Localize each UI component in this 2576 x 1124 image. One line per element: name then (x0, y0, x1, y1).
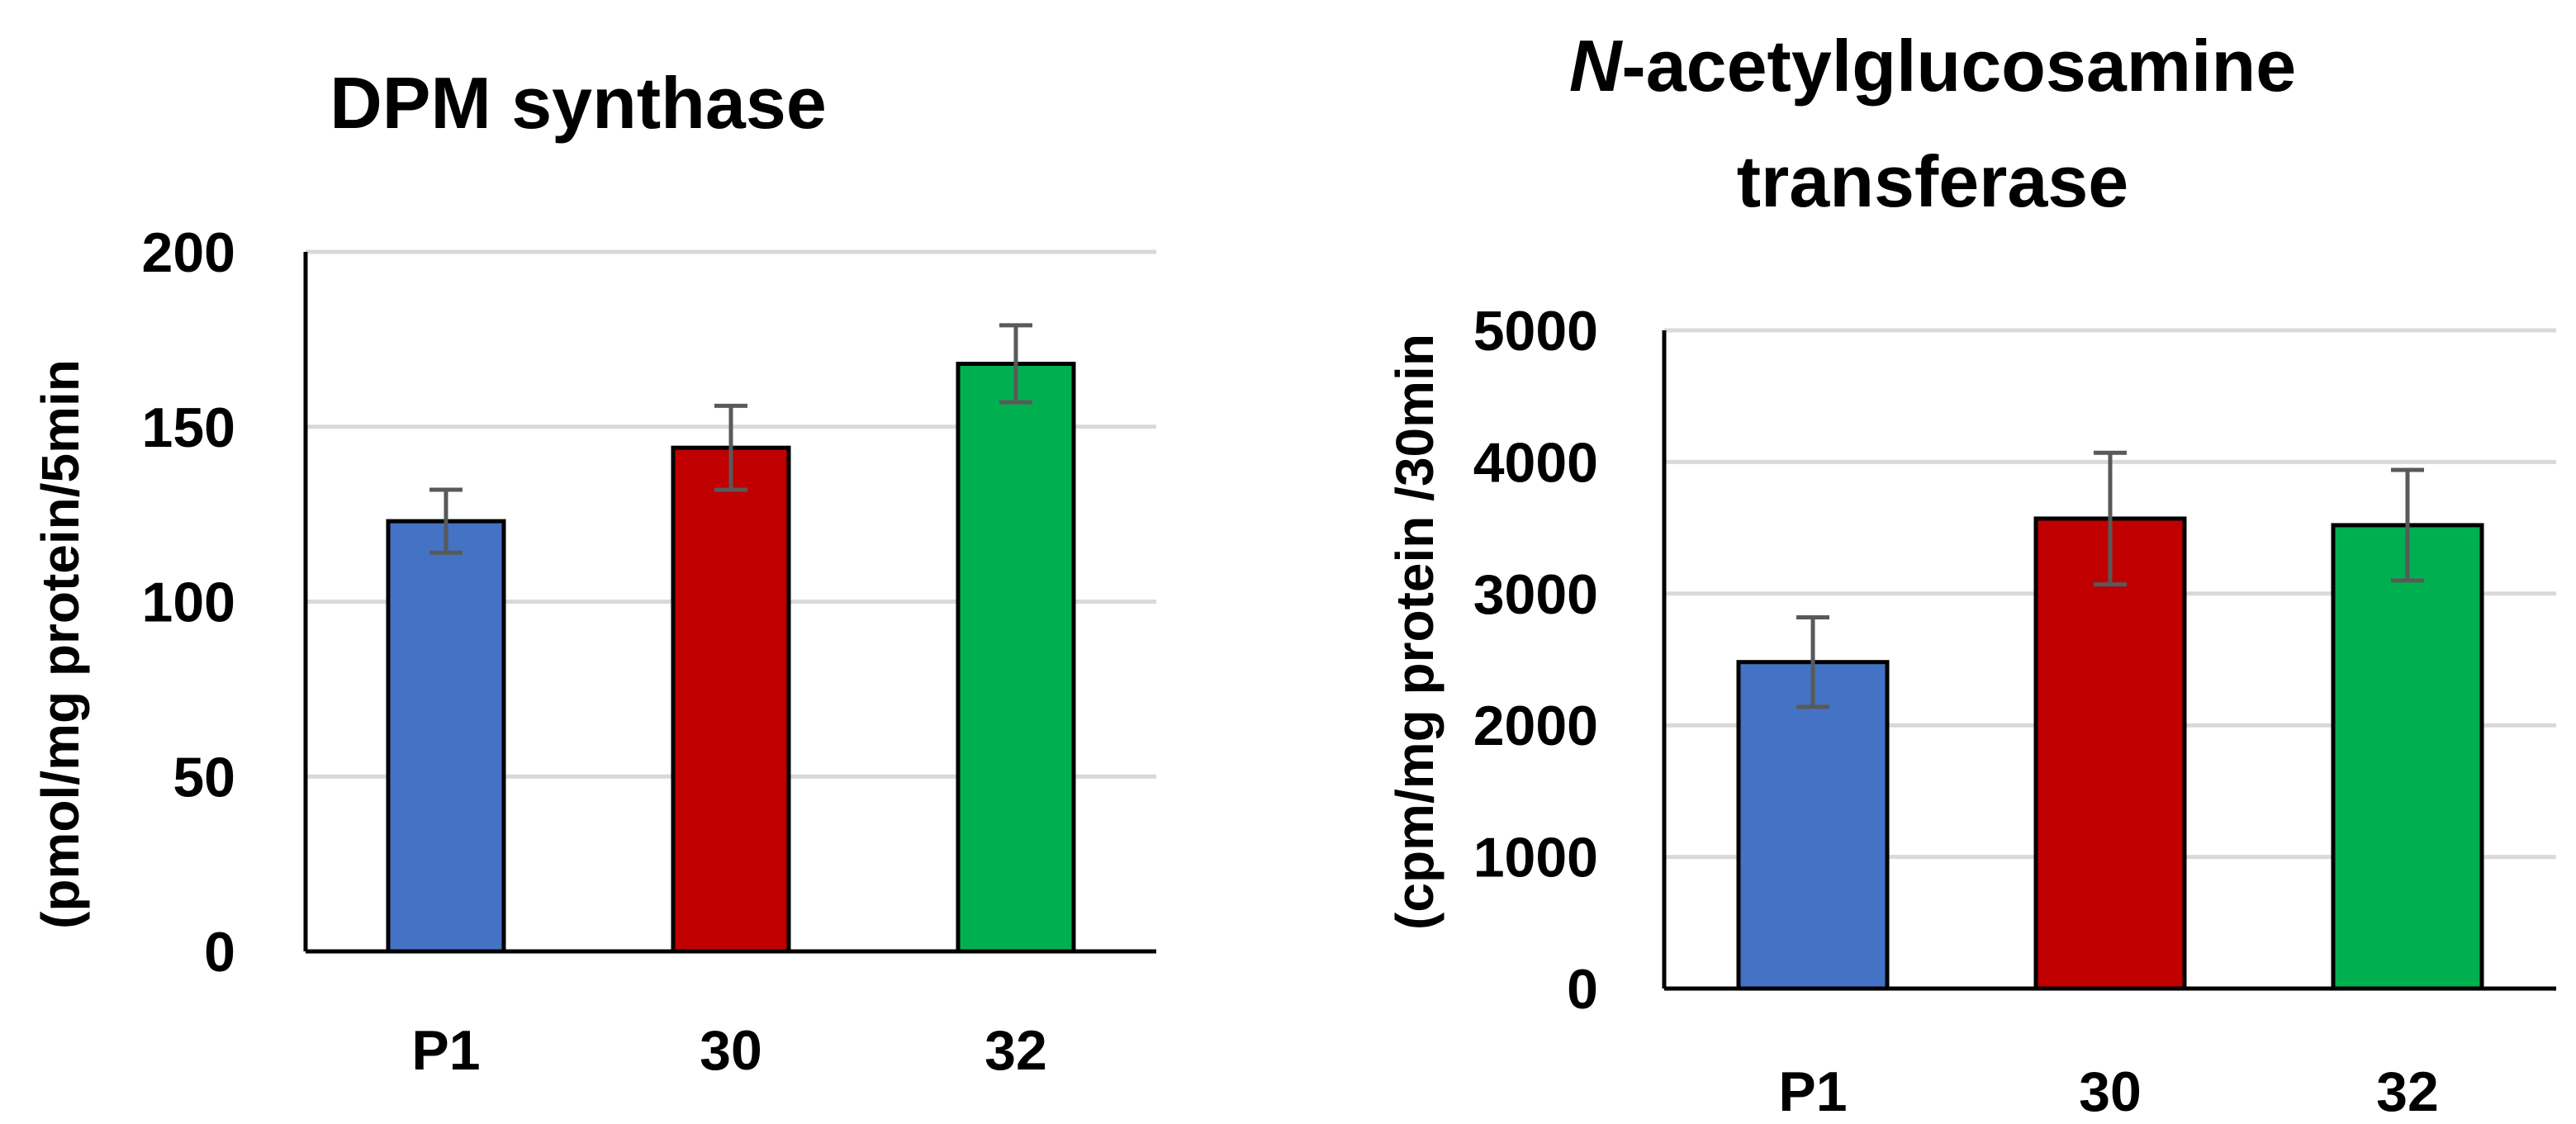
chart-title-prefix: N (1569, 25, 1624, 107)
chart-title: DPM synthase (330, 62, 827, 144)
chart-title-line2: transferase (1737, 140, 2129, 222)
y-tick-label: 0 (1567, 958, 1598, 1021)
y-tick-label: 50 (173, 746, 235, 809)
y-tick-labels: 0 50 100 150 200 (142, 221, 235, 984)
x-tick-label: P1 (1778, 1060, 1847, 1123)
bar-30 (671, 445, 791, 954)
bar-32 (2331, 523, 2484, 991)
chart-dpm-synthase: DPM synthase (pmol/mg protein/5min 0 50 10… (31, 62, 1156, 1082)
y-tick-label: 4000 (1473, 431, 1598, 494)
bar-30 (2033, 516, 2187, 991)
y-axis-label: (pmol/mg protein/5min (31, 359, 90, 929)
x-tick-label: 32 (2376, 1060, 2439, 1123)
y-tick-label: 5000 (1473, 300, 1598, 363)
bar-P1 (386, 519, 506, 954)
chart-n-acetylglucosamine-transferase: N-acetylglucosamine transferase (cpm/mg … (1385, 25, 2556, 1123)
x-tick-label: 32 (984, 1019, 1047, 1082)
error-bars (429, 323, 1032, 555)
y-tick-label: 1000 (1473, 827, 1598, 889)
y-tick-labels: 0 1000 2000 3000 4000 5000 (1473, 300, 1598, 1021)
x-tick-labels: P1 30 32 (1778, 1060, 2438, 1123)
bar-P1 (1736, 660, 1890, 991)
x-tick-labels: P1 30 32 (411, 1019, 1046, 1082)
chart-title-main: -acetylglucosamine (1621, 25, 2296, 107)
axes (303, 252, 1156, 954)
y-tick-label: 150 (142, 396, 235, 459)
bar-32 (956, 362, 1076, 954)
y-tick-label: 2000 (1473, 695, 1598, 757)
y-tick-label: 200 (142, 221, 235, 284)
y-axis-label: (cpm/mg protein /30min (1385, 334, 1445, 930)
bars (1736, 516, 2484, 991)
y-tick-label: 0 (204, 921, 235, 984)
x-tick-label: P1 (411, 1019, 480, 1082)
chart-title: N-acetylglucosamine (1569, 25, 2296, 107)
x-tick-label: 30 (2079, 1060, 2142, 1123)
error-bars (1796, 450, 2424, 709)
axes (1662, 330, 2556, 991)
y-tick-label: 3000 (1473, 563, 1598, 626)
x-tick-label: 30 (700, 1019, 762, 1082)
y-tick-label: 100 (142, 571, 235, 634)
